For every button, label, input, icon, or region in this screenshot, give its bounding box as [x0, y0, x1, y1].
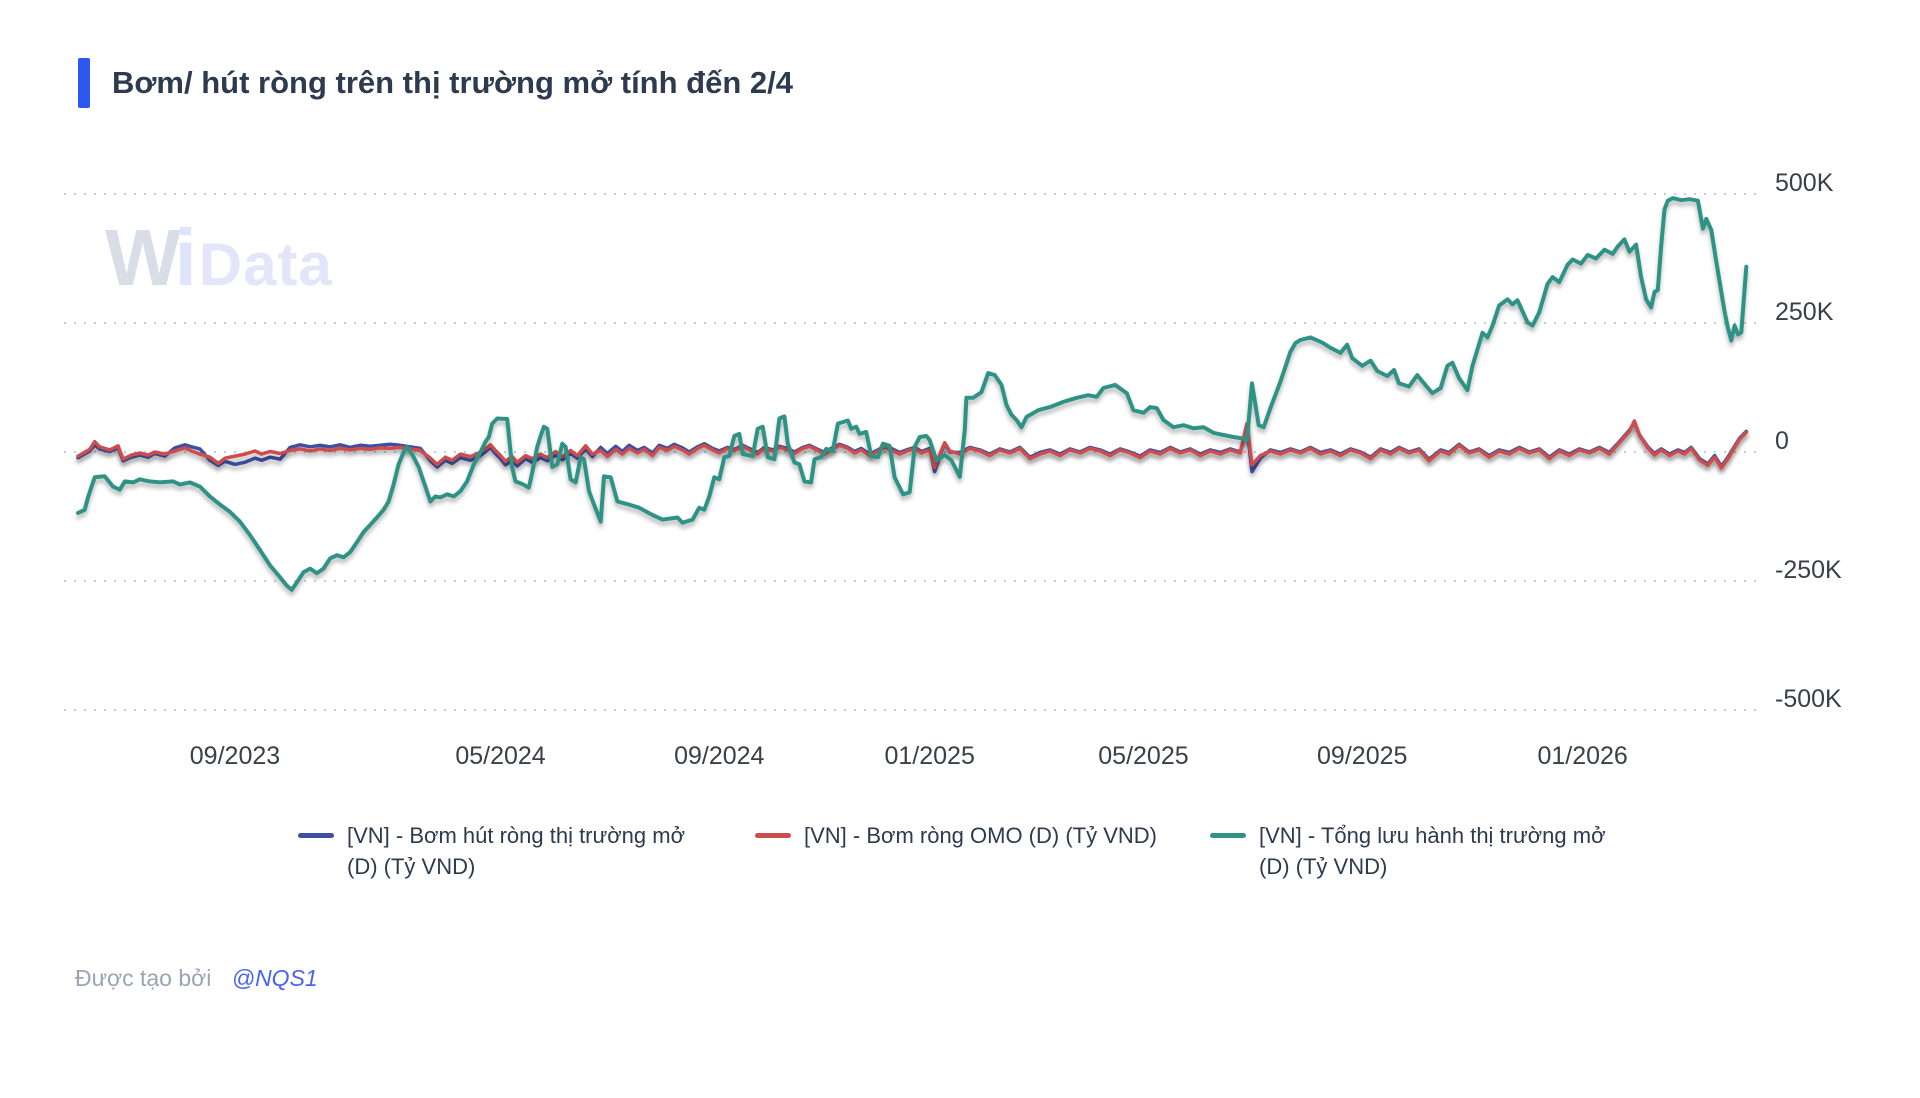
footer: Được tạo bởi @NQS1	[75, 962, 318, 994]
legend-item-bom-rong-omo[interactable]: [VN] - Bơm ròng OMO (D) (Tỷ VND)	[755, 820, 1157, 851]
y-axis-label: 250K	[1775, 298, 1834, 326]
title-row: Bơm/ hút ròng trên thị trường mở tính đế…	[78, 58, 793, 108]
y-axis-label: 0	[1775, 427, 1789, 455]
x-axis-label: 05/2024	[455, 742, 546, 770]
legend-item-bom-hut-rong[interactable]: [VN] - Bơm hút ròng thị trường mở (D) (T…	[298, 820, 685, 882]
x-axis-label: 05/2025	[1098, 742, 1189, 770]
y-axis-label: -500K	[1775, 685, 1842, 713]
legend-label: [VN] - Tổng lưu hành thị trường mở (D) (…	[1259, 820, 1606, 882]
legend-label-line1: [VN] - Bơm hút ròng thị trường mở	[347, 823, 685, 848]
legend-label: [VN] - Bơm hút ròng thị trường mở (D) (T…	[347, 820, 685, 882]
x-axis-label: 01/2026	[1537, 742, 1628, 770]
legend-label: [VN] - Bơm ròng OMO (D) (Tỷ VND)	[804, 820, 1157, 851]
legend-label-line2: (D) (Tỷ VND)	[1259, 854, 1388, 879]
x-axis-label: 01/2025	[884, 742, 975, 770]
watermark-letter-i: i	[174, 213, 197, 302]
footer-created-by-text: Được tạo bởi	[75, 965, 212, 991]
page-title: Bơm/ hút ròng trên thị trường mở tính đế…	[112, 65, 793, 100]
legend-marker-red-line	[755, 833, 791, 838]
legend-item-tong-luu-hanh[interactable]: [VN] - Tổng lưu hành thị trường mở (D) (…	[1210, 820, 1606, 882]
x-axis-label: 09/2023	[189, 742, 281, 770]
x-axis-label: 09/2024	[674, 742, 765, 770]
watermark-word-data: Data	[198, 231, 333, 298]
legend-marker-navy-line	[298, 833, 334, 838]
title-accent-bar	[78, 58, 90, 108]
legend-label-line1: [VN] - Bơm ròng OMO (D) (Tỷ VND)	[804, 823, 1157, 848]
series-line-3	[76, 196, 1749, 592]
legend-label-line2: (D) (Tỷ VND)	[347, 854, 476, 879]
x-axis-label: 09/2025	[1317, 742, 1408, 770]
watermark-letter-w: W	[105, 213, 181, 302]
legend-label-line1: [VN] - Tổng lưu hành thị trường mở	[1259, 823, 1606, 848]
series-line-2	[76, 419, 1749, 470]
legend-marker-teal-line	[1210, 833, 1246, 838]
footer-author-link[interactable]: @NQS1	[231, 965, 318, 991]
y-axis-label: -250K	[1775, 556, 1842, 584]
widata-watermark: W i Data	[105, 212, 333, 304]
y-axis-label: 500K	[1775, 169, 1834, 197]
